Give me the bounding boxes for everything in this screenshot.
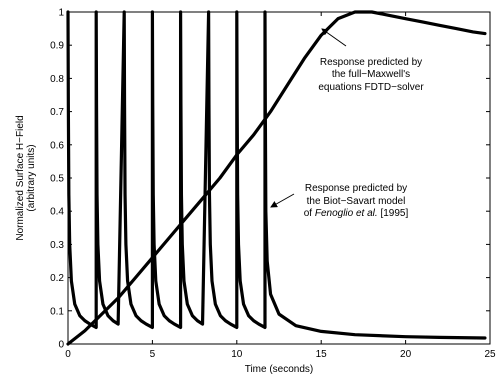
- series-layer: [66, 10, 487, 346]
- series-fdtd-line: [66, 10, 487, 346]
- x-tick-label: 15: [316, 349, 328, 360]
- y-tick-label: 0.2: [50, 273, 64, 284]
- annotation-biot-savart-line1: Response predicted by: [305, 183, 407, 194]
- y-axis-label-units: (arbitrary units): [26, 144, 37, 211]
- annotation-fdtd-arrow: [321, 28, 347, 47]
- annotation-biot-savart-line3: of Fenoglio et al. [1995]: [304, 208, 409, 219]
- y-tick-label: 0.6: [50, 140, 64, 151]
- y-tick-label: 1: [58, 8, 64, 19]
- x-tick-label: 5: [150, 349, 156, 360]
- y-tick-label: 0.8: [50, 74, 64, 85]
- y-tick-label: 0.3: [50, 240, 64, 251]
- x-tick-label: 25: [484, 349, 496, 360]
- annotation-biot-savart-arrow: [270, 193, 295, 208]
- y-tick-label: 0.5: [50, 174, 64, 185]
- annotation-fdtd-line1: Response predicted by: [320, 57, 422, 68]
- y-tick-label: 0.7: [50, 107, 64, 118]
- x-axis-label: Time (seconds): [245, 364, 314, 375]
- y-tick-label: 0.1: [50, 306, 64, 317]
- annotation-biot-savart-line2: the Biot−Savart model: [307, 196, 406, 207]
- series-biot-savart-line: [66, 10, 487, 340]
- annotation-fdtd-line2: the full−Maxwell's: [332, 69, 410, 80]
- y-tick-label: 0.9: [50, 41, 64, 52]
- y-tick-label: 0.4: [50, 207, 64, 218]
- annotation-fdtd: Response predicted by the full−Maxwell's…: [318, 28, 424, 93]
- x-tick-label: 10: [231, 349, 243, 360]
- x-tick-label: 0: [65, 349, 71, 360]
- plot-frame: [67, 11, 491, 345]
- y-axis-label: Normalized Surface H−Field: [15, 115, 26, 240]
- x-tick-label: 20: [400, 349, 412, 360]
- annotation-fdtd-line3: equations FDTD−solver: [318, 82, 424, 93]
- y-tick-label: 0: [58, 340, 64, 351]
- annotation-biot-savart: Response predicted by the Biot−Savart mo…: [270, 183, 409, 219]
- ticks-layer: 0 5 10 15 20 25 0 0.1 0.2 0.3 0.4 0.5 0.6 0.7 0.8 0.9 1: [50, 8, 496, 361]
